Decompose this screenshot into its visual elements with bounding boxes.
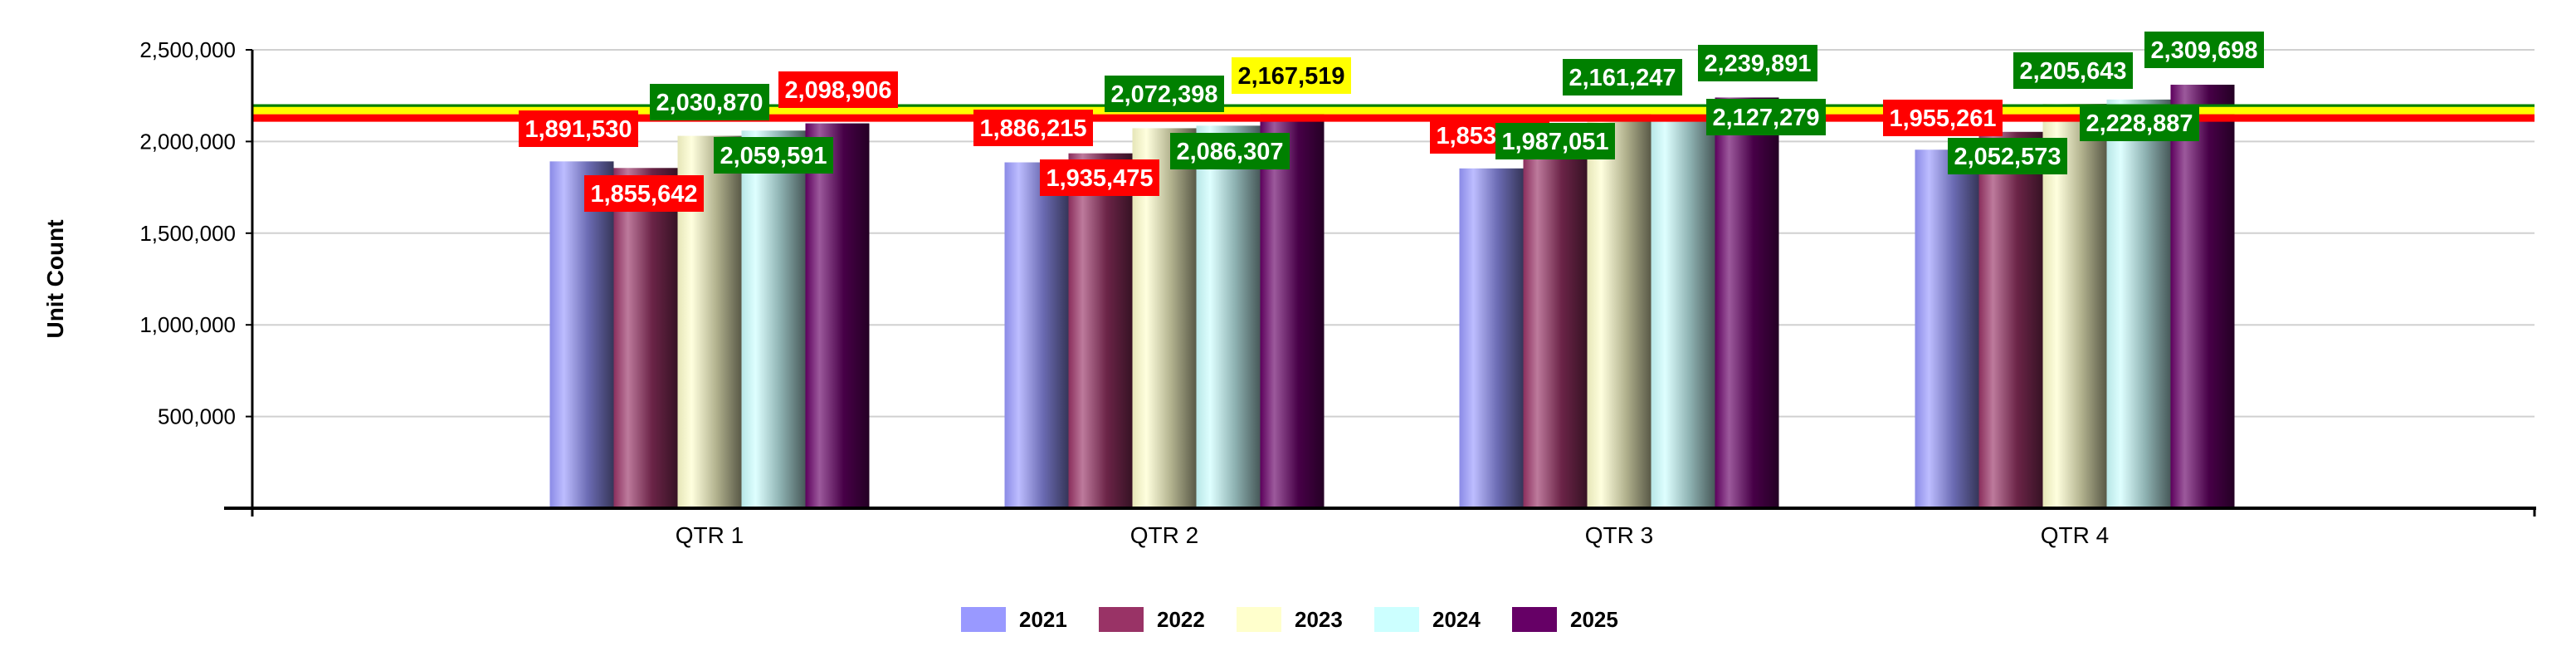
legend: 2021 2022 2023 2024 2025 xyxy=(961,607,1618,632)
bar-2024-2 xyxy=(1196,125,1261,508)
bar-2025-2 xyxy=(1260,110,1325,508)
svg-text:2,059,591: 2,059,591 xyxy=(720,143,827,169)
legend-item-2024: 2024 xyxy=(1374,607,1481,632)
svg-text:2,098,906: 2,098,906 xyxy=(784,77,891,104)
svg-text:2,072,398: 2,072,398 xyxy=(1110,81,1217,108)
bar-2022-2 xyxy=(1068,153,1133,508)
data-label-2024-4: 2,228,887 xyxy=(2080,105,2199,141)
data-label-2022-4: 2,052,573 xyxy=(1948,138,2067,174)
svg-text:2,127,279: 2,127,279 xyxy=(1712,105,1819,131)
y-tick-labels: 500,000 1,000,000 1,500,000 2,000,000 2,500,… xyxy=(139,37,252,509)
svg-text:2,052,573: 2,052,573 xyxy=(1954,144,2061,170)
bar-2025-1 xyxy=(805,123,870,508)
category-label: QTR 3 xyxy=(1585,522,1653,548)
bar-2021-2 xyxy=(1004,162,1069,508)
bar-2021-3 xyxy=(1459,168,1524,509)
svg-text:1,987,051: 1,987,051 xyxy=(1501,129,1608,155)
category-label: QTR 4 xyxy=(2041,522,2109,548)
svg-text:1,891,530: 1,891,530 xyxy=(524,116,632,143)
data-label-2023-4: 2,205,643 xyxy=(2013,52,2133,89)
legend-item-2021: 2021 xyxy=(961,607,1067,632)
legend-swatch xyxy=(1374,607,1419,632)
legend-label: 2022 xyxy=(1157,607,1205,632)
legend-label: 2021 xyxy=(1019,607,1067,632)
svg-text:2,030,870: 2,030,870 xyxy=(656,90,763,116)
data-label-2021-2: 1,886,215 xyxy=(973,110,1093,146)
data-label-2023-3: 2,161,247 xyxy=(1563,59,1682,95)
axes xyxy=(224,50,2536,517)
data-labels: 1,891,530 1,886,215 1,853,2831,955,2611,85… xyxy=(519,32,2264,212)
data-label-2021-1: 1,891,530 xyxy=(519,110,638,147)
legend-label: 2023 xyxy=(1295,607,1343,632)
legend-item-2025: 2025 xyxy=(1512,607,1618,632)
data-label-2025-1: 2,098,906 xyxy=(778,71,898,108)
data-label-2024-1: 2,059,591 xyxy=(714,137,833,174)
data-label-2025-3: 2,239,891 xyxy=(1698,45,1817,81)
category-label: QTR 2 xyxy=(1130,522,1198,548)
svg-text:2,167,519: 2,167,519 xyxy=(1237,63,1344,90)
legend-item-2022: 2022 xyxy=(1099,607,1205,632)
bar-2021-4 xyxy=(1915,149,1979,508)
bar-2023-3 xyxy=(1587,111,1651,508)
svg-text:1,886,215: 1,886,215 xyxy=(979,115,1086,142)
svg-text:2,309,698: 2,309,698 xyxy=(2150,37,2257,64)
data-label-2023-1: 2,030,870 xyxy=(650,84,769,120)
legend-swatch xyxy=(1237,607,1281,632)
bar-2025-4 xyxy=(2170,85,2235,509)
svg-text:2,239,891: 2,239,891 xyxy=(1704,51,1811,77)
category-labels: QTR 1 QTR 2 QTR 3 QTR 4 xyxy=(676,522,2109,548)
legend-label: 2024 xyxy=(1432,607,1481,632)
data-label-2023-2: 2,072,398 xyxy=(1105,76,1224,112)
bar-2024-3 xyxy=(1651,118,1715,508)
svg-text:1,855,642: 1,855,642 xyxy=(590,181,697,208)
svg-text:2,205,643: 2,205,643 xyxy=(2019,58,2126,85)
y-tick-label: 1,000,000 xyxy=(139,312,236,337)
y-axis-title: Unit Count xyxy=(42,219,68,338)
data-label-2025-4: 2,309,698 xyxy=(2144,32,2264,68)
data-label-2024-2: 2,086,307 xyxy=(1170,133,1290,169)
svg-text:2,086,307: 2,086,307 xyxy=(1176,139,1283,165)
legend-item-2023: 2023 xyxy=(1237,607,1343,632)
svg-text:1,955,261: 1,955,261 xyxy=(1889,105,1996,132)
data-label-2024-3: 2,127,279 xyxy=(1706,99,1826,135)
legend-swatch xyxy=(1099,607,1144,632)
y-tick-label: 500,000 xyxy=(158,404,236,429)
bar-2022-3 xyxy=(1523,144,1588,508)
legend-label: 2025 xyxy=(1570,607,1618,632)
bar-2025-3 xyxy=(1715,97,1779,508)
y-tick-label: 2,500,000 xyxy=(139,37,236,62)
svg-text:1,935,475: 1,935,475 xyxy=(1046,165,1153,192)
data-label-2022-1: 1,855,642 xyxy=(584,175,704,212)
bar-2021-1 xyxy=(549,161,614,509)
y-tick-label: 2,000,000 xyxy=(139,129,236,154)
y-tick-label: 1,500,000 xyxy=(139,221,236,246)
bar-2024-4 xyxy=(2106,99,2171,508)
bar-2024-1 xyxy=(741,130,806,508)
bar-2022-1 xyxy=(613,168,678,509)
data-label-2022-3: 1,987,051 xyxy=(1495,123,1615,159)
data-label-2025-2: 2,167,519 xyxy=(1232,57,1351,94)
data-label-2021-4: 1,955,261 xyxy=(1883,100,2003,136)
bar-2022-4 xyxy=(1978,131,2043,509)
svg-text:2,161,247: 2,161,247 xyxy=(1569,65,1676,91)
legend-swatch xyxy=(1512,607,1557,632)
svg-text:2,228,887: 2,228,887 xyxy=(2086,110,2193,137)
legend-swatch xyxy=(961,607,1006,632)
data-label-2022-2: 1,935,475 xyxy=(1040,159,1159,196)
category-label: QTR 1 xyxy=(676,522,744,548)
